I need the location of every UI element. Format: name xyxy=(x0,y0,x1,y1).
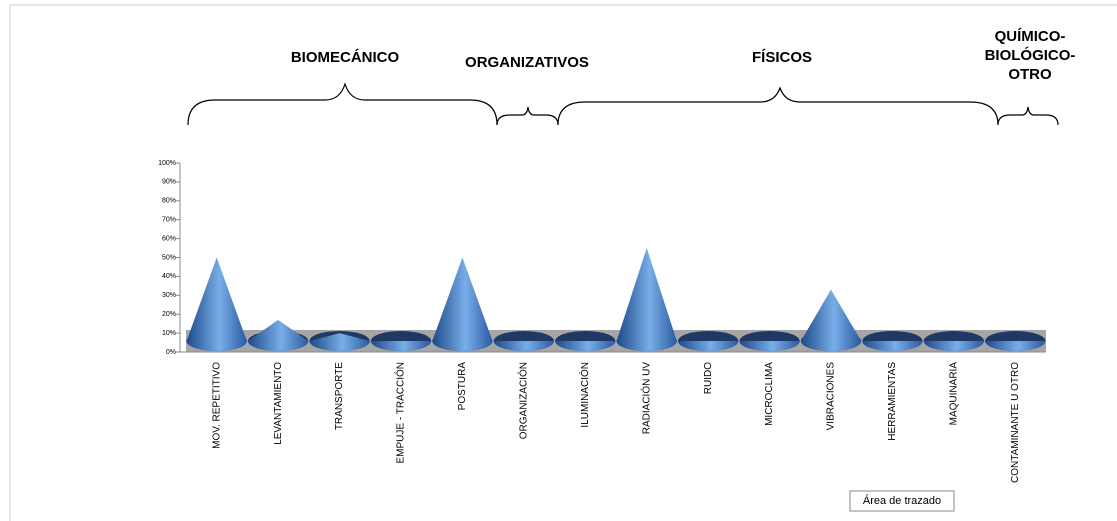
x-tick-label: RADIACIÓN UV xyxy=(639,362,652,435)
x-tick-label: POSTURA xyxy=(457,362,468,411)
y-tick-label: 10% xyxy=(162,330,176,337)
brace xyxy=(496,106,559,126)
y-tick-label: 0% xyxy=(166,349,176,356)
group-label: FÍSICOS xyxy=(752,49,812,66)
x-tick-label: CONTAMINANTE U OTRO xyxy=(1010,362,1021,483)
cone xyxy=(800,289,862,351)
y-tick-label: 90% xyxy=(162,179,176,186)
cone xyxy=(186,257,247,352)
brace xyxy=(997,106,1059,126)
tooltip-box xyxy=(849,490,955,512)
x-tick-label: VIBRACIONES xyxy=(826,362,837,431)
cone xyxy=(432,257,493,352)
cone xyxy=(370,341,432,352)
x-tick-label: ILUMINACIÓN xyxy=(578,362,591,428)
tooltip: Área de trazado xyxy=(863,494,941,507)
y-tick-label: 40% xyxy=(162,273,176,280)
x-tick-label: MICROCLIMA xyxy=(764,362,775,426)
x-tick-label: TRANSPORTE xyxy=(334,362,345,430)
cone xyxy=(678,341,739,352)
cone xyxy=(616,248,677,352)
y-tick-label: 80% xyxy=(162,198,176,205)
y-tick-label: 30% xyxy=(162,292,176,299)
group-label: ORGANIZATIVOS xyxy=(465,54,589,71)
x-tick-label: MAQUINARIA xyxy=(948,362,959,426)
x-tick-label: EMPUJE - TRACCIÓN xyxy=(394,362,407,464)
group-label: OTRO xyxy=(1008,66,1052,83)
y-tick-label: 60% xyxy=(162,235,176,242)
y-tick-label: 70% xyxy=(162,217,176,224)
y-tick-label: 50% xyxy=(162,254,176,261)
cone xyxy=(555,341,616,352)
x-tick-label: ORGANIZACIÓN xyxy=(516,362,529,439)
x-tick-label: RUIDO xyxy=(703,362,714,394)
cone xyxy=(985,341,1046,352)
brace xyxy=(557,86,999,126)
x-tick-label: MOV. REPETITIVO xyxy=(211,362,222,449)
cone xyxy=(309,333,370,351)
y-tick-label: 20% xyxy=(162,311,176,318)
cone xyxy=(862,341,923,352)
group-label: BIOMECÁNICO xyxy=(291,49,400,66)
cone xyxy=(248,319,309,352)
brace xyxy=(187,81,498,126)
y-tick-label: 100% xyxy=(158,160,176,167)
group-label: BIOLÓGICO- xyxy=(985,46,1076,64)
cone xyxy=(923,341,984,352)
cone xyxy=(739,341,800,352)
group-label: QUÍMICO- xyxy=(995,28,1066,45)
x-tick-label: HERRAMIENTAS xyxy=(887,362,898,441)
cone xyxy=(493,341,554,352)
x-tick-label: LEVANTAMIENTO xyxy=(273,362,284,445)
